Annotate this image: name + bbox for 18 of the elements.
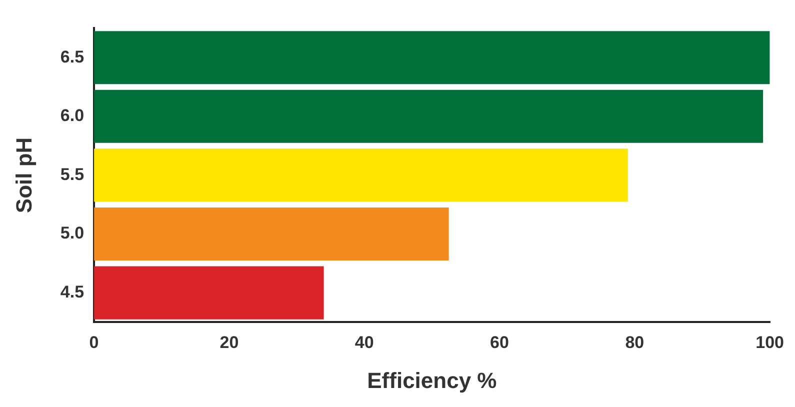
- x-tick-label: 20: [220, 333, 239, 352]
- x-tick-label: 80: [625, 333, 644, 352]
- y-tick-label: 6.0: [60, 106, 84, 126]
- x-tick-label: 0: [89, 333, 99, 352]
- y-tick-label: 6.5: [60, 47, 84, 66]
- y-tick-label: 5.5: [60, 164, 84, 184]
- x-axis-title: Efficiency %: [367, 368, 497, 393]
- bar: [94, 148, 628, 202]
- x-tick-label: 100: [756, 333, 784, 352]
- x-tick-label: 60: [490, 333, 509, 352]
- x-tick-label: 40: [354, 333, 374, 352]
- bar: [94, 90, 764, 143]
- bar: [94, 31, 770, 84]
- bar: [94, 207, 449, 261]
- y-axis-title: Soil pH: [11, 137, 36, 214]
- y-tick-label: 5.0: [60, 224, 84, 243]
- bar: [94, 266, 324, 320]
- y-tick-label: 4.5: [60, 282, 84, 302]
